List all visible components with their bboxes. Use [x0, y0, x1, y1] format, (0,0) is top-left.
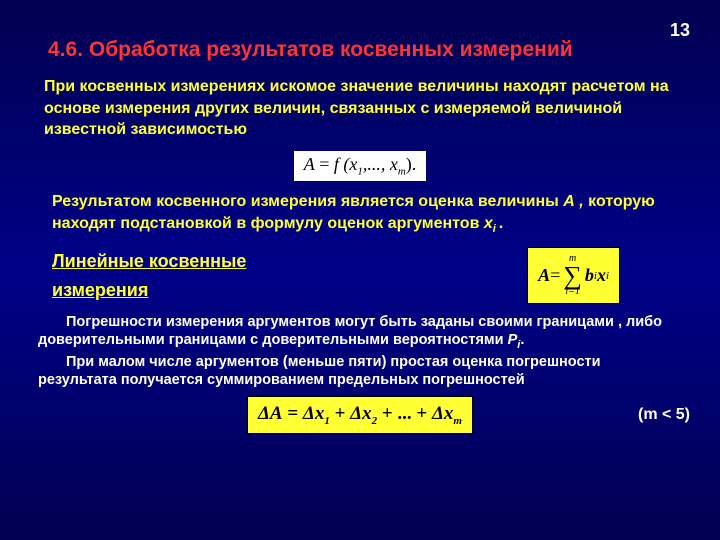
linear-heading: Линейные косвенные измерения [52, 247, 527, 305]
linear-row: Линейные косвенные измерения A = m ∑ i=1… [0, 237, 720, 305]
f1-suf: ). [406, 154, 417, 174]
p3-P: Р [508, 332, 518, 348]
f3-eq: = [283, 403, 303, 424]
formula-2-wrap: A = m ∑ i=1 bi xi [527, 247, 680, 304]
sigma-icon: ∑ [563, 264, 582, 287]
f1-sm: m [398, 165, 406, 177]
f1-lhs: A [304, 154, 315, 174]
f3-lhs: ΔA [258, 403, 283, 424]
f1-pre: f (x [334, 154, 357, 174]
f3-tmb: m [453, 415, 462, 427]
f2-lhs: A [538, 265, 550, 286]
result-paragraph: Результатом косвенного измерения являетс… [0, 187, 720, 237]
lh-l2: измерения [52, 280, 148, 300]
f1-mid: ,..., x [363, 154, 398, 174]
sum-bot: i=1 [565, 287, 580, 297]
p2-x: х [484, 215, 493, 232]
errors-paragraph: Погрешности измерения аргументов могут б… [0, 305, 720, 391]
p2-A: А , [563, 193, 583, 210]
p3-b: При малом числе аргументов (меньше пяти)… [38, 354, 601, 389]
section-heading: 4.6. Обработка результатов косвенных изм… [0, 0, 720, 70]
formula-1: A = f (x1,..., xm). [294, 151, 427, 182]
f2-b: b [585, 265, 594, 286]
p2-a: Результатом косвенного измерения являетс… [52, 193, 563, 210]
f2-eq: = [550, 265, 560, 286]
page-number: 13 [670, 20, 690, 41]
f3-p1: + [330, 403, 350, 424]
f2-xi: i [606, 270, 609, 282]
f3-t2a: Δx [350, 403, 371, 424]
sum-symbol: m ∑ i=1 [563, 254, 582, 297]
f3-t1a: Δx [303, 403, 324, 424]
intro-paragraph: При косвенных измерениях искомое значени… [0, 70, 720, 141]
f3-tma: Δx [432, 403, 453, 424]
lh-l1: Линейные косвенные [52, 251, 246, 271]
f3-dots: + ... + [377, 403, 432, 424]
formula-2: A = m ∑ i=1 bi xi [527, 247, 620, 304]
formula-1-row: A = f (x1,..., xm). [0, 151, 720, 182]
f2-x: x [597, 265, 606, 286]
p3-ae: . [520, 332, 524, 348]
formula-3: ΔA = Δx1 + Δx2 + ... + Δxm [247, 396, 473, 434]
f1-eq: = [315, 154, 334, 174]
p3-a: Погрешности измерения аргументов могут б… [38, 314, 662, 349]
formula-3-row: ΔA = Δx1 + Δx2 + ... + Δxm (m < 5) [0, 396, 720, 434]
p2-c: . [499, 215, 503, 232]
m-less-5: (m < 5) [638, 406, 690, 424]
